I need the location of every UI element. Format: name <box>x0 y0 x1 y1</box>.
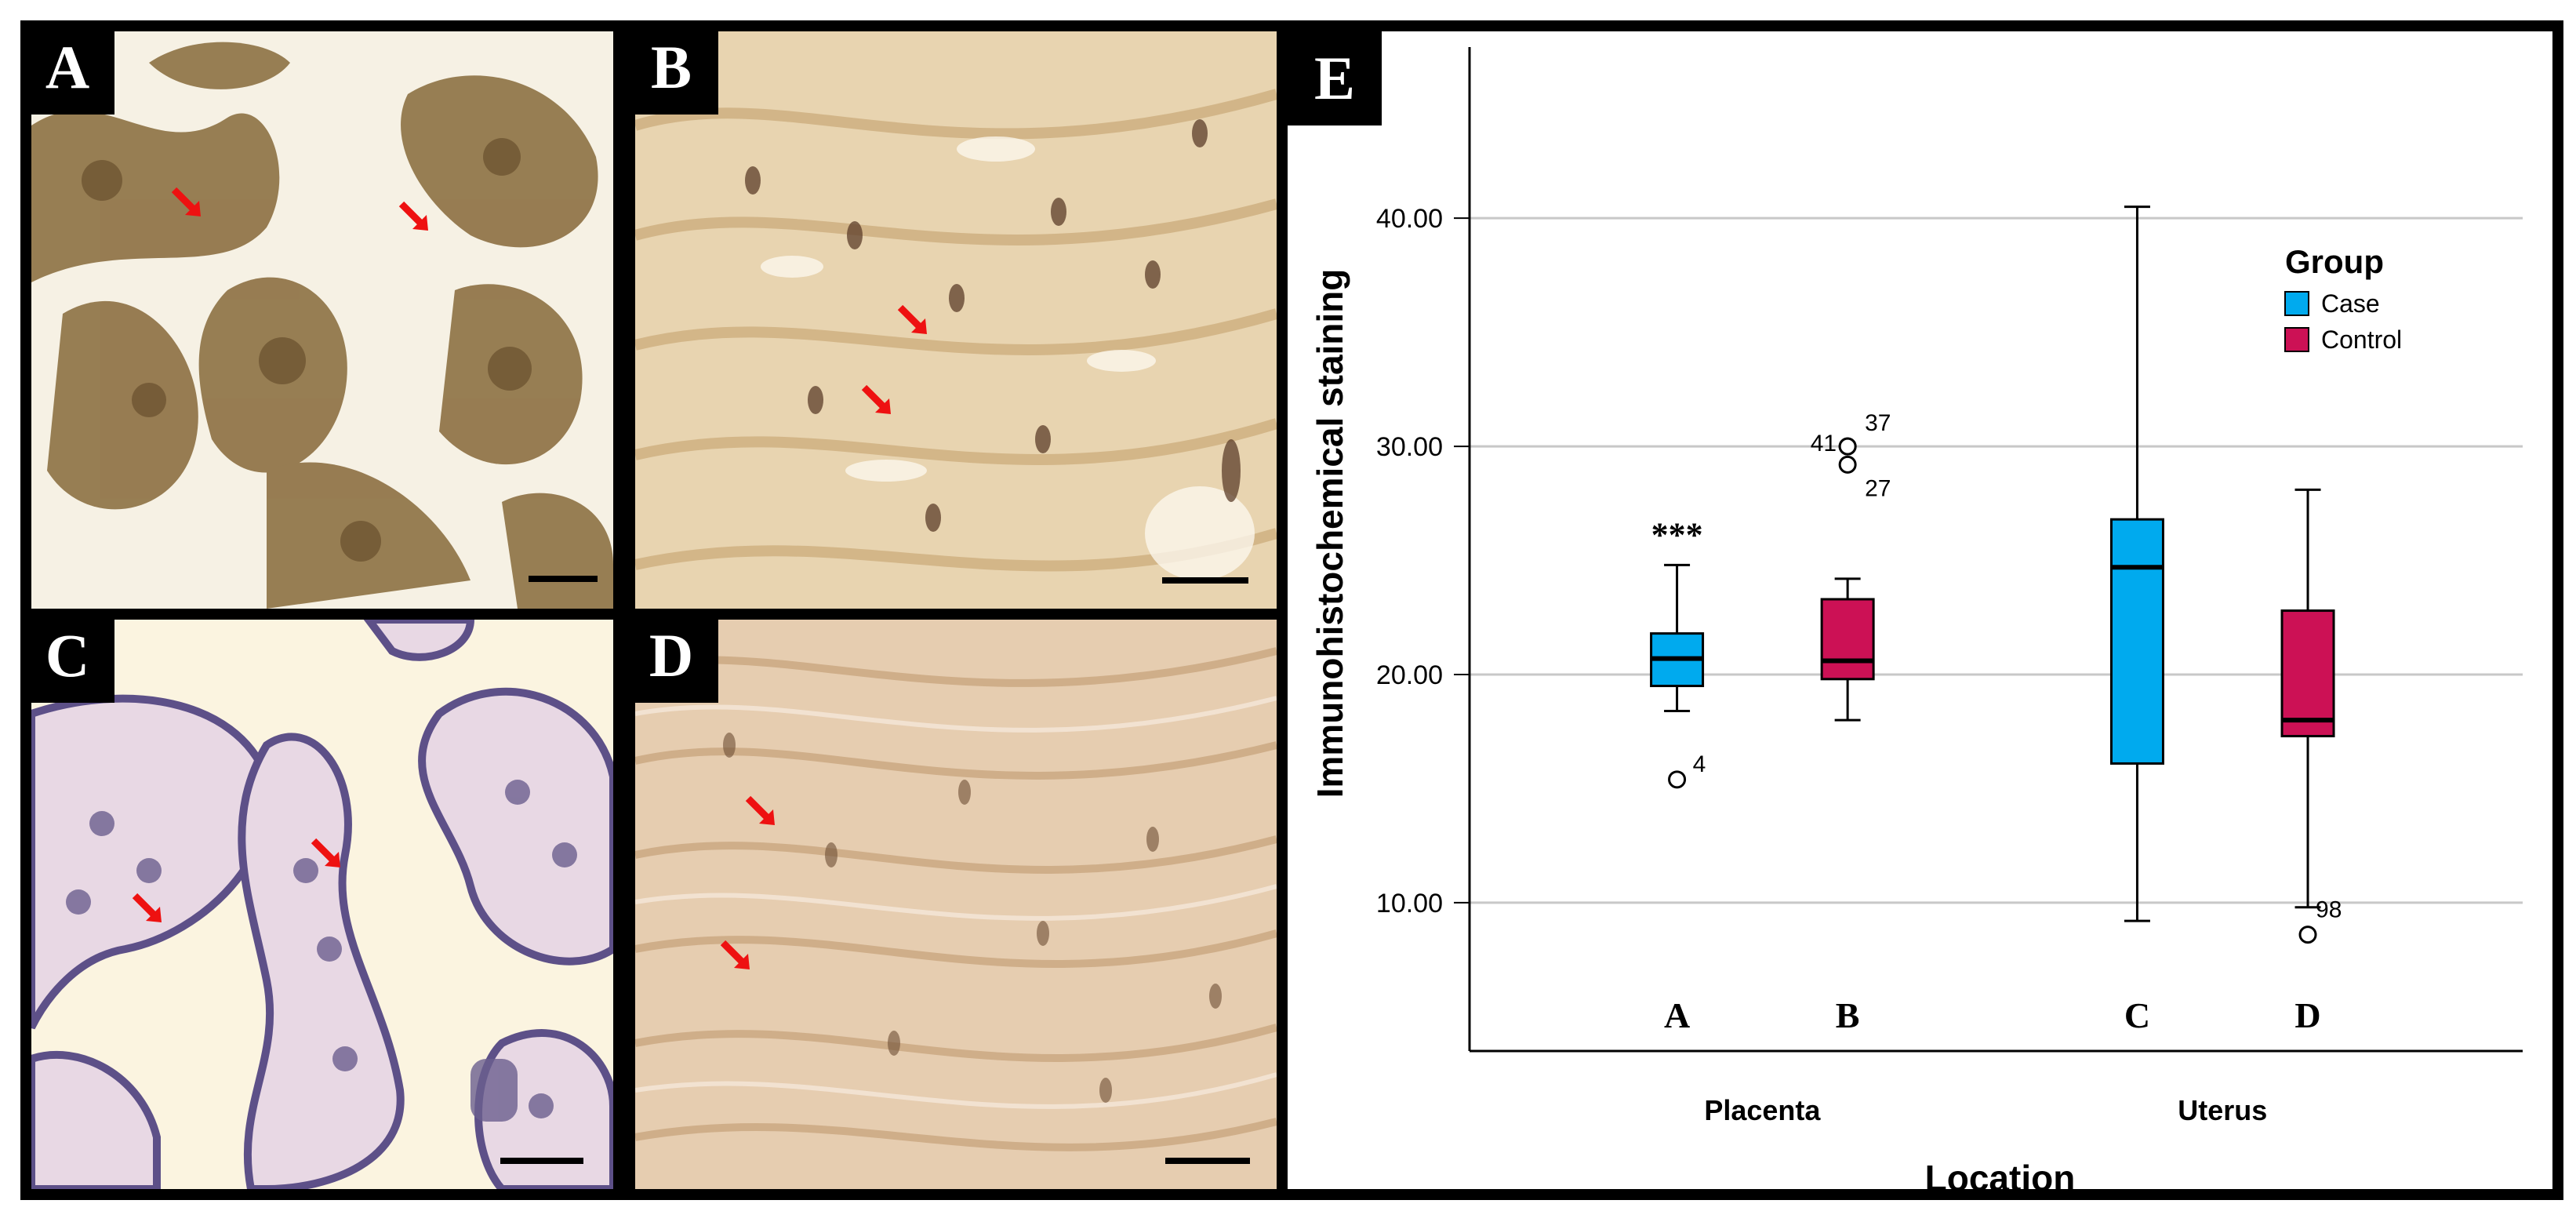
box-letter-label: B <box>1836 995 1860 1035</box>
box-case-uterus <box>2109 518 2164 765</box>
micrograph-a-image <box>31 31 613 609</box>
arrow-icon <box>132 893 162 922</box>
micrograph-panel-b: B <box>624 20 1277 620</box>
micrograph-a-texture <box>31 31 613 609</box>
micrograph-panel-a: A <box>20 20 624 620</box>
scale-bar <box>500 1158 583 1164</box>
y-tick-label: 10.00 <box>1376 889 1443 918</box>
arrow-icon <box>398 201 428 231</box>
legend-swatch-case <box>2284 291 2309 316</box>
scale-bar <box>1162 577 1248 584</box>
outlier-point <box>2298 926 2317 944</box>
micrograph-c-image <box>31 620 613 1189</box>
scale-bar <box>1165 1158 1250 1164</box>
y-tick-label: 40.00 <box>1376 204 1443 234</box>
micrograph-panel-c: C <box>20 609 624 1200</box>
micrograph-d-texture <box>635 620 1277 1189</box>
outlier-point <box>1668 770 1687 789</box>
micrograph-d-image <box>635 620 1277 1189</box>
panel-label-e: E <box>1288 31 1382 125</box>
box-plot-chart: 10.00 20.00 30.00 40.00 Immunohistochemical … <box>1310 47 2523 1189</box>
panel-label-d: D <box>624 609 718 703</box>
panel-label-a: A <box>20 20 114 115</box>
chart-area: 10.00 20.00 30.00 40.00 Immunohistochemical … <box>1288 31 2552 1189</box>
arrow-icon <box>720 940 750 969</box>
y-tick-label: 30.00 <box>1376 432 1443 462</box>
outlier-label: 37 <box>1865 410 1891 436</box>
legend-entry-control: Control <box>2321 326 2402 354</box>
panel-label-c: C <box>20 609 114 703</box>
legend-swatch-control <box>2284 327 2309 352</box>
box-letter-label: D <box>2294 995 2320 1035</box>
micrograph-panel-d: D <box>624 609 1277 1200</box>
significance-annotation: *** <box>1651 515 1703 554</box>
box-letter-label: C <box>2124 995 2150 1035</box>
legend-entry-case: Case <box>2321 289 2380 318</box>
chart-panel-e: 10.00 20.00 30.00 40.00 Immunohistochemical … <box>1277 20 2563 1200</box>
x-category-label: Placenta <box>1704 1094 1821 1126</box>
outlier-point <box>1838 455 1857 474</box>
arrow-icon <box>171 187 201 216</box>
legend-title: Group <box>2285 243 2384 280</box>
outlier-label: 98 <box>2316 897 2342 923</box>
arrow-icon <box>861 384 891 414</box>
outlier-label: 4 <box>1693 751 1706 777</box>
y-axis-title: Immunohistochemical staining <box>1310 269 1350 798</box>
micrograph-b-texture <box>635 31 1277 609</box>
outlier-label: 41 <box>1811 431 1837 456</box>
outlier-point <box>1838 437 1857 456</box>
panel-label-b: B <box>624 20 718 115</box>
arrow-icon <box>897 304 927 334</box>
x-axis-title: Location <box>1925 1158 2076 1189</box>
box-control-uterus <box>2280 609 2335 738</box>
arrow-icon <box>311 838 340 867</box>
y-tick-label: 20.00 <box>1376 660 1443 690</box>
micrograph-b-image <box>635 31 1277 609</box>
micrograph-c-texture <box>31 620 613 1189</box>
arrow-icon <box>745 795 775 825</box>
outlier-label: 27 <box>1865 475 1891 501</box>
box-letter-label: A <box>1664 995 1690 1035</box>
scale-bar <box>529 576 598 582</box>
box-control-placenta <box>1820 598 1875 681</box>
x-category-label: Uterus <box>2178 1094 2267 1126</box>
